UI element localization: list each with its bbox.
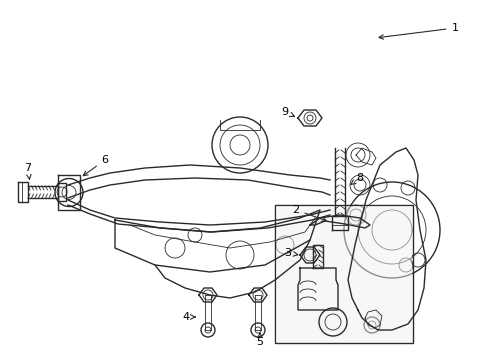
Text: 9: 9	[281, 107, 294, 117]
Text: 4: 4	[182, 312, 196, 322]
Text: 3: 3	[285, 248, 298, 258]
Text: 5: 5	[256, 333, 264, 347]
Text: 1: 1	[379, 23, 459, 39]
Text: 2: 2	[293, 205, 326, 221]
Bar	[275, 205, 413, 343]
Bar	[276, 206, 412, 342]
Text: 7: 7	[24, 163, 31, 179]
Text: 6: 6	[83, 155, 108, 176]
Text: 8: 8	[351, 173, 364, 184]
